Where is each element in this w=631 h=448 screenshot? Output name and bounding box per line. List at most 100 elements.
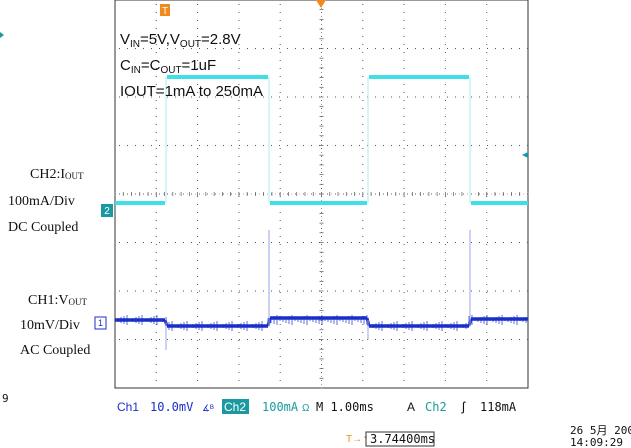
- grid-dot: [197, 244, 199, 245]
- status-ch2-label[interactable]: Ch2: [224, 400, 246, 414]
- grid-dot: [403, 204, 405, 205]
- grid-dot: [487, 145, 488, 146]
- grid-dot: [263, 290, 264, 292]
- grid-dot: [175, 96, 176, 98]
- grid-dot: [375, 339, 376, 340]
- grid-dot: [143, 290, 144, 292]
- grid-dot: [486, 260, 488, 261]
- grid-dot: [463, 96, 464, 98]
- grid-dot: [444, 140, 446, 141]
- grid-dot: [279, 164, 281, 165]
- status-timebase[interactable]: M 1.00ms: [316, 400, 374, 414]
- grid-dot: [223, 290, 224, 292]
- grid-dot: [327, 339, 328, 340]
- status-ch1-scale[interactable]: 10.0mV: [150, 400, 193, 414]
- grid-dot: [271, 242, 272, 243]
- grid-dot: [238, 348, 240, 349]
- grid-dot: [471, 96, 472, 98]
- grid-dot: [444, 220, 446, 221]
- grid-dot: [362, 188, 364, 189]
- trigger-slope-icon: ʃ: [461, 399, 466, 414]
- grid-dot: [155, 260, 157, 261]
- grid-dot: [197, 228, 199, 229]
- grid-dot: [238, 228, 240, 229]
- grid-dot: [403, 300, 405, 301]
- status-trigger-offset[interactable]: 3.74400ms: [370, 432, 435, 446]
- grid-dot: [403, 132, 405, 133]
- grid-dot: [197, 196, 199, 197]
- status-trigger-source[interactable]: Ch2: [425, 400, 447, 414]
- grid-dot: [362, 20, 364, 21]
- grid-dot: [287, 339, 288, 340]
- grid-dot: [444, 68, 446, 69]
- grid-dot: [197, 364, 199, 365]
- grid-dot: [279, 324, 281, 325]
- grid-dot: [207, 48, 208, 49]
- grid-dot: [279, 356, 281, 357]
- grid-dot: [444, 180, 446, 181]
- grid-dot: [375, 96, 376, 98]
- grid-dot: [486, 12, 488, 13]
- grid-dot: [143, 339, 144, 340]
- ch1-marker-text: 1: [98, 318, 103, 328]
- grid-dot: [362, 4, 364, 5]
- status-trigger-level[interactable]: 118mA: [480, 400, 517, 414]
- grid-dot: [311, 242, 312, 243]
- grid-dot: [207, 96, 208, 98]
- grid-dot: [238, 132, 240, 133]
- status-trigger-mode[interactable]: A: [407, 400, 415, 414]
- ch2-coupling: DC Coupled: [8, 220, 78, 235]
- grid-dot: [486, 140, 488, 141]
- grid-dot: [439, 290, 440, 292]
- grid-dot: [197, 340, 199, 341]
- grid-dot: [279, 148, 281, 149]
- grid-dot: [263, 96, 264, 98]
- grid-dot: [362, 220, 364, 221]
- grid-dot: [362, 44, 364, 45]
- grid-dot: [351, 145, 352, 146]
- grid-dot: [343, 290, 344, 292]
- grid-dot: [119, 242, 120, 243]
- grid-dot: [279, 76, 281, 77]
- grid-dot: [215, 339, 216, 340]
- grid-dot: [511, 242, 512, 243]
- grid-dot: [155, 12, 157, 13]
- grid-dot: [444, 12, 446, 13]
- grid-dot: [375, 48, 376, 49]
- grid-dot: [287, 96, 288, 98]
- grid-dot: [215, 242, 216, 243]
- grid-dot: [471, 145, 472, 146]
- grid-dot: [151, 48, 152, 49]
- annotation-cin-cout: CIN=COUT=1uF: [120, 57, 216, 76]
- grid-dot: [183, 145, 184, 146]
- grid-dot: [423, 48, 424, 49]
- grid-dot: [519, 48, 520, 49]
- grid-dot: [119, 48, 120, 49]
- grid-dot: [119, 145, 120, 146]
- grid-dot: [495, 290, 496, 292]
- grid-dot: [119, 96, 120, 98]
- grid-dot: [362, 180, 364, 181]
- grid-dot: [199, 48, 200, 49]
- grid-dot: [155, 84, 157, 85]
- grid-dot: [444, 244, 446, 245]
- status-ch1-label[interactable]: Ch1: [117, 400, 139, 414]
- grid-dot: [197, 108, 199, 109]
- grid-dot: [311, 290, 312, 292]
- grid-dot: [362, 268, 364, 269]
- grid-dot: [463, 48, 464, 49]
- grid-dot: [479, 96, 480, 98]
- grid-dot: [191, 48, 192, 49]
- grid-dot: [527, 96, 528, 98]
- grid-dot: [444, 380, 446, 381]
- grid-dot: [151, 290, 152, 292]
- grid-dot: [403, 28, 405, 29]
- grid-dot: [383, 242, 384, 243]
- trigger-offset-box: [365, 431, 435, 447]
- ch1-voltage-trace: [114, 230, 528, 350]
- grid-dot: [362, 108, 364, 109]
- grid-dot: [279, 292, 281, 293]
- grid-dot: [447, 242, 448, 243]
- grid-dot: [191, 242, 192, 243]
- status-ch2-scale[interactable]: 100mA: [262, 400, 299, 414]
